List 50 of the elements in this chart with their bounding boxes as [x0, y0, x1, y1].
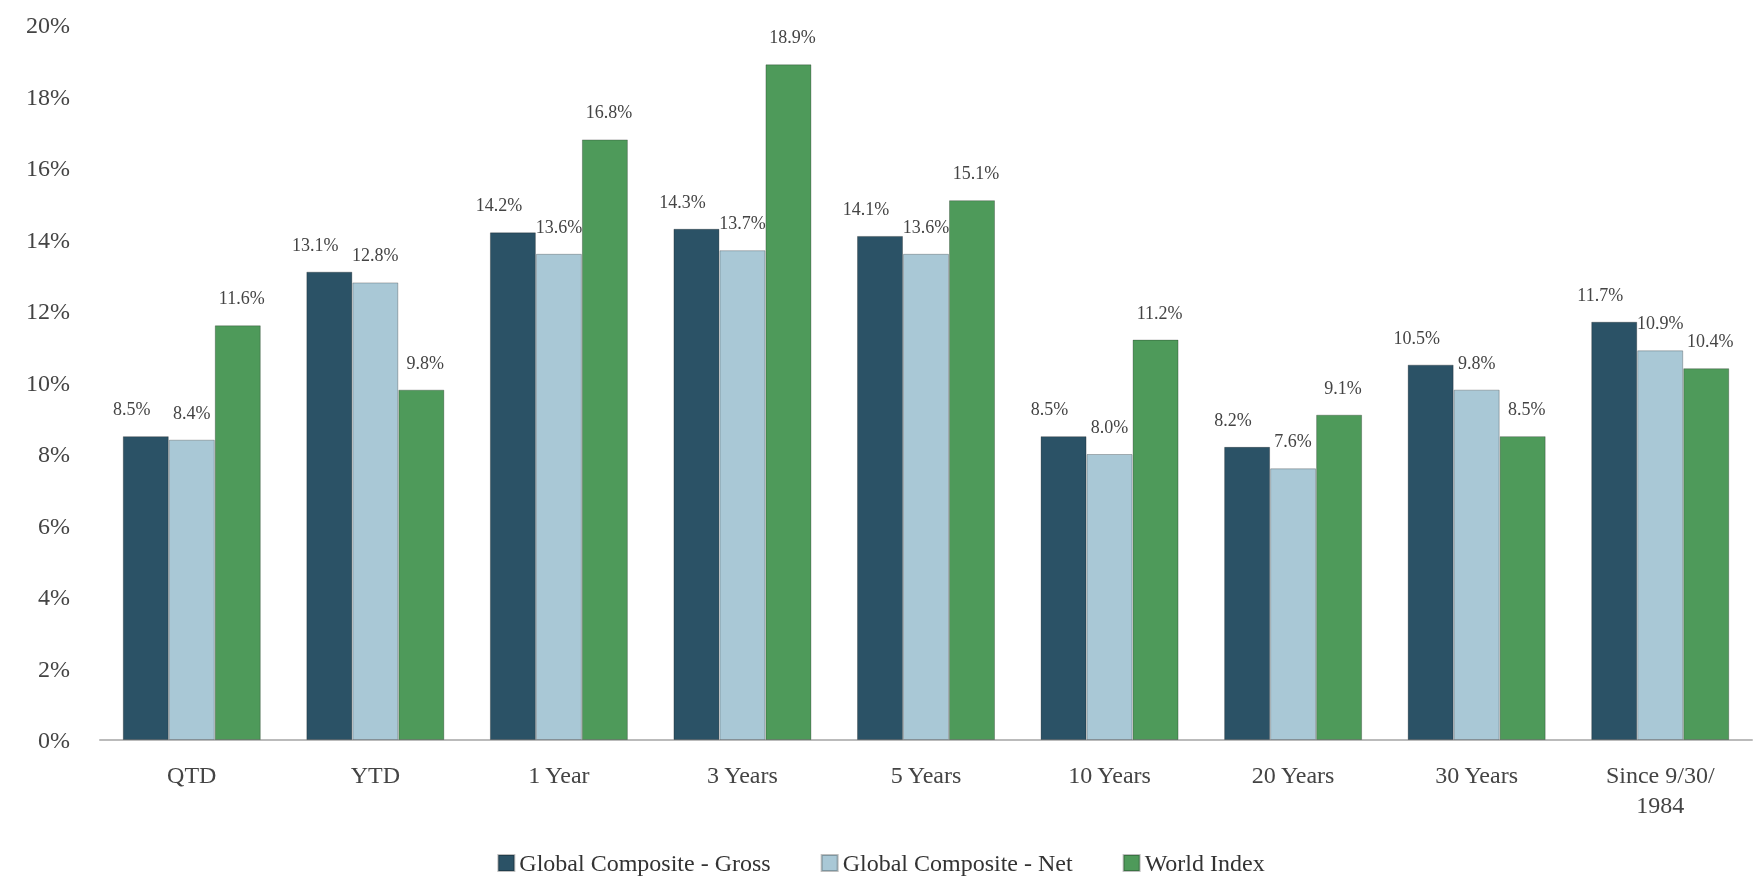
x-tick-label: 3 Years [707, 762, 778, 788]
data-label: 13.7% [719, 213, 766, 234]
data-label: 15.1% [952, 163, 1000, 184]
y-tick-label: 12% [26, 298, 70, 324]
y-tick-label: 6% [38, 512, 70, 539]
y-tick-label: 8% [38, 441, 70, 467]
data-label: 16.8% [585, 102, 633, 123]
x-tick-label: YTD [350, 762, 400, 788]
data-label: 13.6% [535, 216, 583, 237]
legend-label: Global Composite - Gross [519, 850, 771, 876]
data-label: 13.1% [292, 234, 339, 255]
x-tick-label: QTD [167, 762, 217, 788]
legend-label: World Index [1144, 850, 1265, 876]
x-tick-label: 10 Years [1068, 762, 1151, 788]
data-label: 8.2% [1214, 409, 1252, 430]
y-tick-label: 2% [38, 655, 70, 682]
data-label: 8.0% [1090, 417, 1129, 437]
data-label: 10.5% [1393, 327, 1440, 348]
y-tick-label: 10% [26, 369, 70, 396]
x-tick-label: 20 Years [1251, 762, 1335, 788]
data-label: 11.6% [218, 288, 265, 309]
x-tick-label: 30 Years [1435, 762, 1519, 788]
data-label: 11.7% [1577, 284, 1624, 305]
data-label: 12.8% [352, 245, 399, 266]
y-tick-label: 14% [26, 226, 70, 253]
data-label: 9.1% [1324, 377, 1362, 398]
data-label: 9.8% [1457, 352, 1496, 373]
y-tick-label: 20% [26, 12, 70, 38]
data-label: 8.5% [113, 399, 151, 420]
x-tick-label: 1 Year [528, 762, 590, 788]
data-label: 14.1% [842, 198, 890, 219]
data-label: 14.2% [475, 195, 523, 216]
data-label: 8.5% [1030, 399, 1069, 420]
data-label: 11.2% [1136, 302, 1183, 323]
data-label: 10.4% [1686, 331, 1734, 352]
data-label: 8.5% [1507, 399, 1546, 420]
y-tick-label: 16% [26, 155, 70, 181]
data-label: 9.8% [406, 352, 445, 373]
x-tick-label: Since 9/30/1984 [1605, 762, 1715, 818]
data-label: 10.9% [1636, 313, 1684, 334]
data-label: 8.4% [173, 402, 211, 423]
legend-label: Global Composite - Net [842, 850, 1073, 876]
y-tick-label: 0% [38, 727, 70, 753]
data-label: 7.6% [1274, 431, 1312, 452]
y-tick-label: 18% [26, 83, 70, 110]
data-label: 18.9% [769, 27, 816, 48]
data-label: 13.6% [902, 216, 950, 237]
y-tick-label: 4% [38, 584, 70, 610]
data-label: 14.3% [659, 191, 706, 212]
x-tick-label: 5 Years [890, 762, 962, 788]
